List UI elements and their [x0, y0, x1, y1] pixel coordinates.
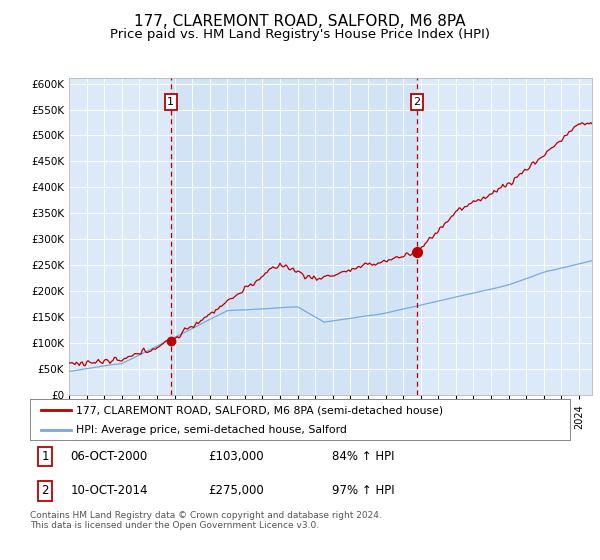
Text: 2: 2	[413, 97, 421, 107]
Text: Price paid vs. HM Land Registry's House Price Index (HPI): Price paid vs. HM Land Registry's House …	[110, 28, 490, 41]
Text: 1: 1	[41, 450, 49, 463]
Text: £275,000: £275,000	[208, 484, 264, 497]
Text: HPI: Average price, semi-detached house, Salford: HPI: Average price, semi-detached house,…	[76, 424, 347, 435]
Bar	[171, 78, 417, 395]
Text: 2: 2	[41, 484, 49, 497]
Text: 177, CLAREMONT ROAD, SALFORD, M6 8PA (semi-detached house): 177, CLAREMONT ROAD, SALFORD, M6 8PA (se…	[76, 405, 443, 415]
Text: 10-OCT-2014: 10-OCT-2014	[71, 484, 148, 497]
Text: 06-OCT-2000: 06-OCT-2000	[71, 450, 148, 463]
Text: Contains HM Land Registry data © Crown copyright and database right 2024.
This d: Contains HM Land Registry data © Crown c…	[30, 511, 382, 530]
Text: 177, CLAREMONT ROAD, SALFORD, M6 8PA: 177, CLAREMONT ROAD, SALFORD, M6 8PA	[134, 14, 466, 29]
Text: £103,000: £103,000	[208, 450, 264, 463]
Text: 84% ↑ HPI: 84% ↑ HPI	[332, 450, 395, 463]
Text: 1: 1	[167, 97, 175, 107]
Text: 97% ↑ HPI: 97% ↑ HPI	[332, 484, 395, 497]
